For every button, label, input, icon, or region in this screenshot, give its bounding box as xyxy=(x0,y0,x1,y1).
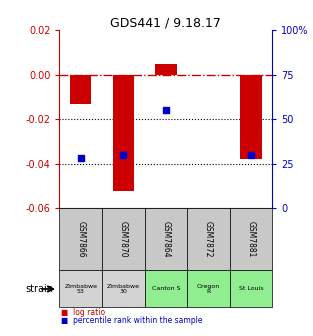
Bar xyxy=(70,75,91,104)
Text: GSM7866: GSM7866 xyxy=(76,221,85,258)
Text: Canton S: Canton S xyxy=(151,287,180,291)
Text: Zimbabwe
30: Zimbabwe 30 xyxy=(107,284,140,294)
Title: GDS441 / 9.18.17: GDS441 / 9.18.17 xyxy=(110,16,221,29)
Text: GSM7864: GSM7864 xyxy=(162,221,170,258)
Text: ■  log ratio: ■ log ratio xyxy=(61,308,105,317)
Bar xyxy=(240,75,262,159)
Text: GSM7870: GSM7870 xyxy=(119,221,128,258)
Text: Zimbabwe
53: Zimbabwe 53 xyxy=(64,284,97,294)
Bar xyxy=(155,64,177,75)
Point xyxy=(121,152,126,158)
Text: GSM7872: GSM7872 xyxy=(204,221,213,258)
Point xyxy=(249,152,254,158)
Text: GSM7881: GSM7881 xyxy=(247,221,255,258)
Point xyxy=(78,156,83,161)
Point xyxy=(163,108,168,113)
Text: St Louis: St Louis xyxy=(239,287,263,291)
Text: Oregon
R: Oregon R xyxy=(197,284,220,294)
Text: strain: strain xyxy=(25,284,53,294)
Text: ■  percentile rank within the sample: ■ percentile rank within the sample xyxy=(61,317,203,325)
Bar xyxy=(113,75,134,191)
